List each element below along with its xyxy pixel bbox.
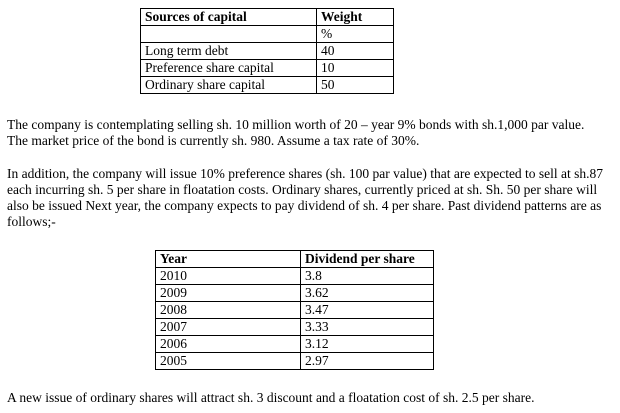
cell: Ordinary share capital (140, 76, 317, 94)
cell: 2006 (155, 335, 301, 353)
cell: 2.97 (300, 352, 434, 370)
cell: 2008 (155, 301, 301, 319)
cell: 3.62 (300, 284, 434, 302)
cell: Preference share capital (140, 59, 317, 77)
cell: 2005 (155, 352, 301, 370)
cell: 3.12 (300, 335, 434, 353)
cell: 50 (316, 76, 394, 94)
cell: 2009 (155, 284, 301, 302)
cell: 3.47 (300, 301, 434, 319)
cell: 2010 (155, 267, 301, 285)
cell: 40 (316, 42, 394, 60)
cell: 10 (316, 59, 394, 77)
header-cell: Year (155, 250, 301, 268)
paragraph: In addition, the company will issue 10% … (7, 166, 604, 229)
cell: 3.33 (300, 318, 434, 336)
capital-table: Sources of capital Weight % Long term deb… (140, 8, 394, 94)
cell: 2007 (155, 318, 301, 336)
header-cell: Weight (316, 8, 394, 26)
header-cell: Dividend per share (300, 250, 434, 268)
cell: Long term debt (140, 42, 317, 60)
cell: 3.8 (300, 267, 434, 285)
cell (140, 25, 317, 43)
paragraph: The company is contemplating selling sh.… (7, 117, 585, 148)
header-cell: Sources of capital (140, 8, 317, 26)
paragraph: A new issue of ordinary shares will attr… (7, 390, 535, 405)
dividend-table: Year Dividend per share 2010 3.8 2009 3.62 … (155, 250, 434, 370)
unit-cell: % (316, 25, 394, 43)
